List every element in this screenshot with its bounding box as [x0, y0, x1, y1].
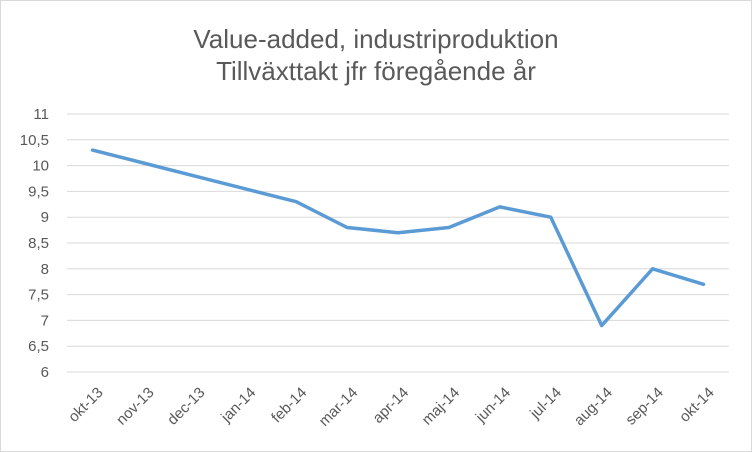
x-tick-label: aug-14 — [571, 384, 616, 429]
data-point — [192, 174, 196, 178]
data-point — [600, 324, 604, 328]
data-point — [549, 215, 553, 219]
chart-title: Value-added, industriproduktion — [193, 24, 559, 54]
x-tick-label: sep-14 — [622, 384, 666, 428]
data-point — [141, 161, 145, 165]
x-tick-label: jan-14 — [217, 384, 259, 426]
x-tick-label: mar-14 — [316, 384, 362, 430]
data-point — [243, 187, 247, 191]
y-axis: 6 6,5 7 7,5 8 8,5 9 9,5 10 10,5 11 — [20, 106, 49, 381]
x-axis: okt-13 nov-13 dec-13 jan-14 feb-14 mar-14 apr-… — [65, 384, 718, 430]
x-tick-label: okt-14 — [676, 384, 718, 426]
chart-subtitle: Tillväxttakt jfr föregående år — [216, 56, 536, 86]
gridlines — [67, 113, 729, 373]
data-point — [651, 267, 655, 271]
x-tick-label: feb-14 — [268, 384, 310, 426]
data-point — [396, 231, 400, 235]
y-tick-label: 8,5 — [28, 235, 49, 252]
data-point — [447, 226, 451, 230]
y-tick-label: 11 — [33, 106, 49, 123]
y-tick-label: 6,5 — [28, 338, 49, 355]
data-point — [294, 200, 298, 204]
x-tick-label: okt-13 — [65, 384, 107, 426]
series-layer — [90, 148, 706, 328]
y-tick-label: 9 — [41, 209, 49, 226]
x-tick-label: maj-14 — [419, 384, 463, 428]
x-tick-label: nov-13 — [113, 384, 157, 428]
y-tick-label: 10,5 — [20, 132, 49, 149]
y-tick-label: 10 — [32, 158, 49, 175]
data-point — [702, 282, 706, 286]
data-point — [498, 205, 502, 209]
y-tick-label: 8 — [41, 261, 49, 278]
data-point — [90, 148, 94, 152]
data-point — [345, 226, 349, 230]
x-tick-label: jun-14 — [472, 384, 514, 426]
x-tick-label: dec-13 — [164, 384, 208, 428]
y-tick-label: 7,5 — [28, 287, 49, 304]
x-tick-label: apr-14 — [370, 384, 413, 427]
series-line — [90, 148, 706, 328]
x-tick-label: jul-14 — [526, 384, 565, 423]
y-tick-label: 7 — [41, 312, 49, 329]
y-tick-label: 9,5 — [28, 183, 49, 200]
y-tick-label: 6 — [41, 364, 49, 381]
